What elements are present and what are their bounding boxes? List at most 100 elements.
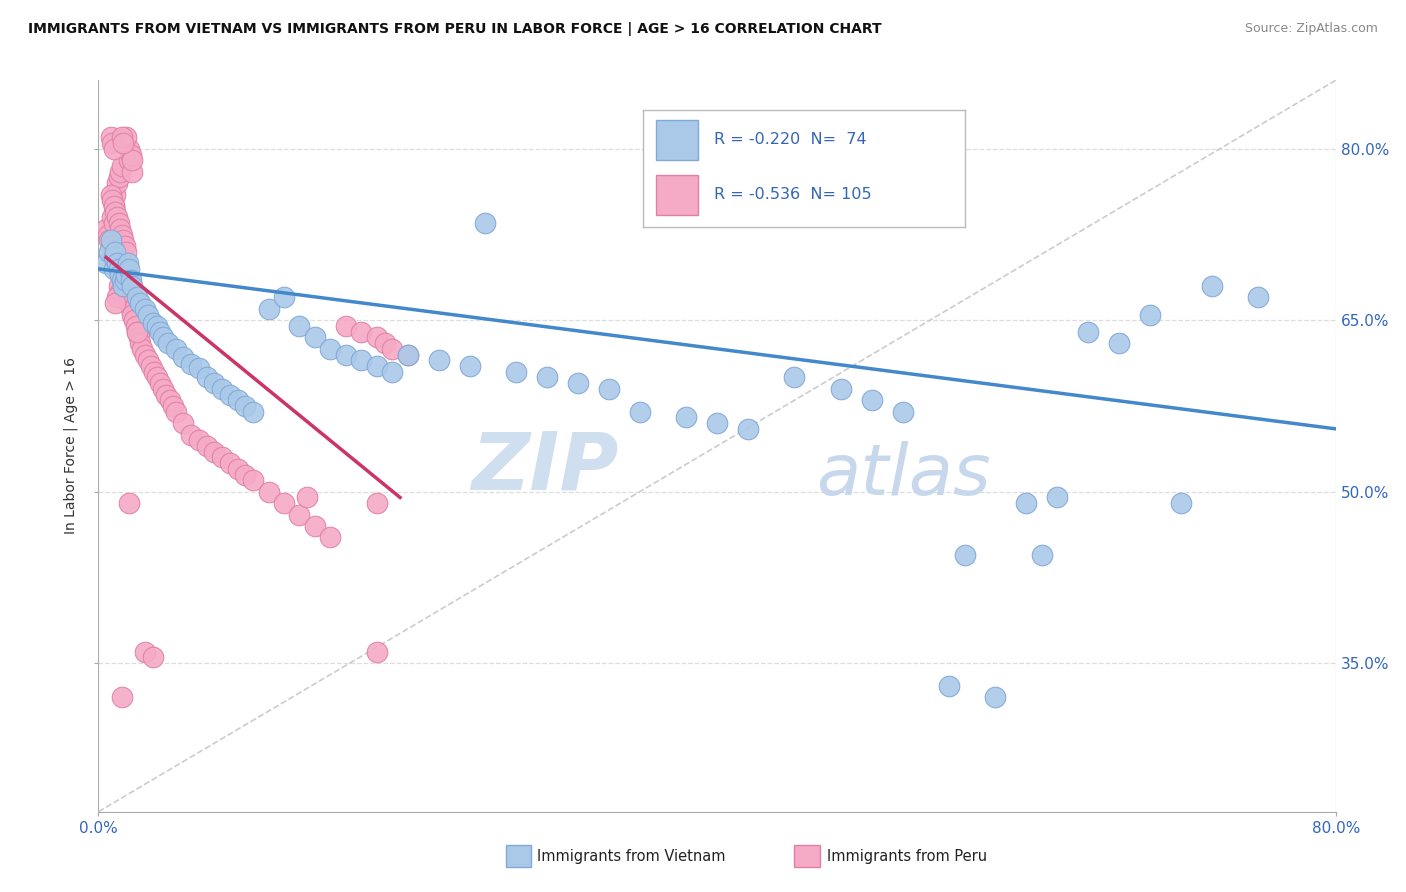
Point [474, 216, 496, 230]
Point [226, 393, 249, 408]
Point [120, 147, 142, 161]
Point [104, 244, 127, 259]
Point [1031, 548, 1053, 562]
Point [257, 484, 280, 499]
Point [112, 233, 135, 247]
Point [505, 365, 527, 379]
Point [149, 376, 172, 391]
Point [235, 467, 257, 482]
Point [366, 330, 388, 344]
Point [105, 251, 128, 265]
Point [121, 164, 143, 178]
Point [628, 405, 651, 419]
Point [567, 376, 589, 391]
Point [157, 336, 180, 351]
Point [396, 347, 419, 362]
Point [155, 387, 177, 401]
Point [288, 318, 311, 333]
Point [953, 548, 976, 562]
Point [114, 273, 136, 287]
Point [107, 216, 129, 230]
Point [111, 130, 134, 145]
Point [107, 279, 129, 293]
Point [118, 296, 141, 310]
Point [149, 325, 172, 339]
Point [1046, 491, 1069, 505]
Point [100, 239, 122, 253]
Point [675, 410, 697, 425]
Point [1247, 290, 1270, 304]
Point [112, 273, 135, 287]
Point [111, 256, 134, 270]
Point [108, 164, 131, 178]
Point [984, 690, 1007, 705]
Point [120, 301, 142, 316]
Point [319, 530, 342, 544]
Point [211, 382, 233, 396]
Point [204, 376, 226, 391]
Point [118, 153, 141, 168]
Point [159, 393, 181, 408]
Point [127, 325, 149, 339]
Point [115, 268, 138, 282]
Point [129, 336, 152, 351]
Point [103, 199, 125, 213]
Text: atlas: atlas [815, 441, 991, 509]
Point [257, 301, 280, 316]
Point [136, 353, 159, 368]
Y-axis label: In Labor Force | Age > 16: In Labor Force | Age > 16 [63, 358, 79, 534]
Point [1201, 279, 1223, 293]
Point [860, 393, 883, 408]
Text: IMMIGRANTS FROM VIETNAM VS IMMIGRANTS FROM PERU IN LABOR FORCE | AGE > 16 CORREL: IMMIGRANTS FROM VIETNAM VS IMMIGRANTS FR… [28, 22, 882, 37]
Point [121, 279, 143, 293]
Point [131, 342, 153, 356]
Point [107, 170, 129, 185]
Point [273, 496, 295, 510]
Point [97, 227, 120, 242]
Point [115, 244, 138, 259]
Point [103, 261, 125, 276]
Text: R = -0.220  N=  74: R = -0.220 N= 74 [714, 133, 866, 147]
Point [111, 690, 134, 705]
Point [115, 130, 138, 145]
Point [134, 645, 156, 659]
Point [830, 382, 852, 396]
Point [195, 439, 218, 453]
Point [98, 244, 121, 259]
Point [117, 256, 139, 270]
Point [107, 261, 129, 276]
Point [121, 308, 143, 322]
Point [366, 645, 388, 659]
Point [180, 357, 202, 371]
Point [273, 290, 295, 304]
Point [288, 508, 311, 522]
Point [104, 296, 127, 310]
Point [108, 222, 131, 236]
Point [108, 268, 131, 282]
Point [226, 462, 249, 476]
Point [101, 136, 124, 150]
Point [335, 318, 357, 333]
Point [165, 405, 187, 419]
Point [142, 316, 165, 330]
Point [142, 650, 165, 665]
Point [122, 313, 145, 327]
Point [127, 325, 149, 339]
Point [104, 187, 127, 202]
Bar [655, 120, 697, 160]
Point [891, 405, 914, 419]
Text: Immigrants from Peru: Immigrants from Peru [827, 849, 987, 863]
Point [204, 444, 226, 458]
Point [219, 456, 242, 470]
Point [335, 347, 357, 362]
Point [112, 261, 135, 276]
Point [1170, 496, 1192, 510]
Point [381, 342, 404, 356]
Point [134, 347, 156, 362]
Point [242, 405, 264, 419]
Point [112, 136, 135, 150]
Point [105, 290, 128, 304]
Point [114, 279, 136, 293]
Point [319, 342, 342, 356]
Text: ZIP: ZIP [471, 429, 619, 507]
